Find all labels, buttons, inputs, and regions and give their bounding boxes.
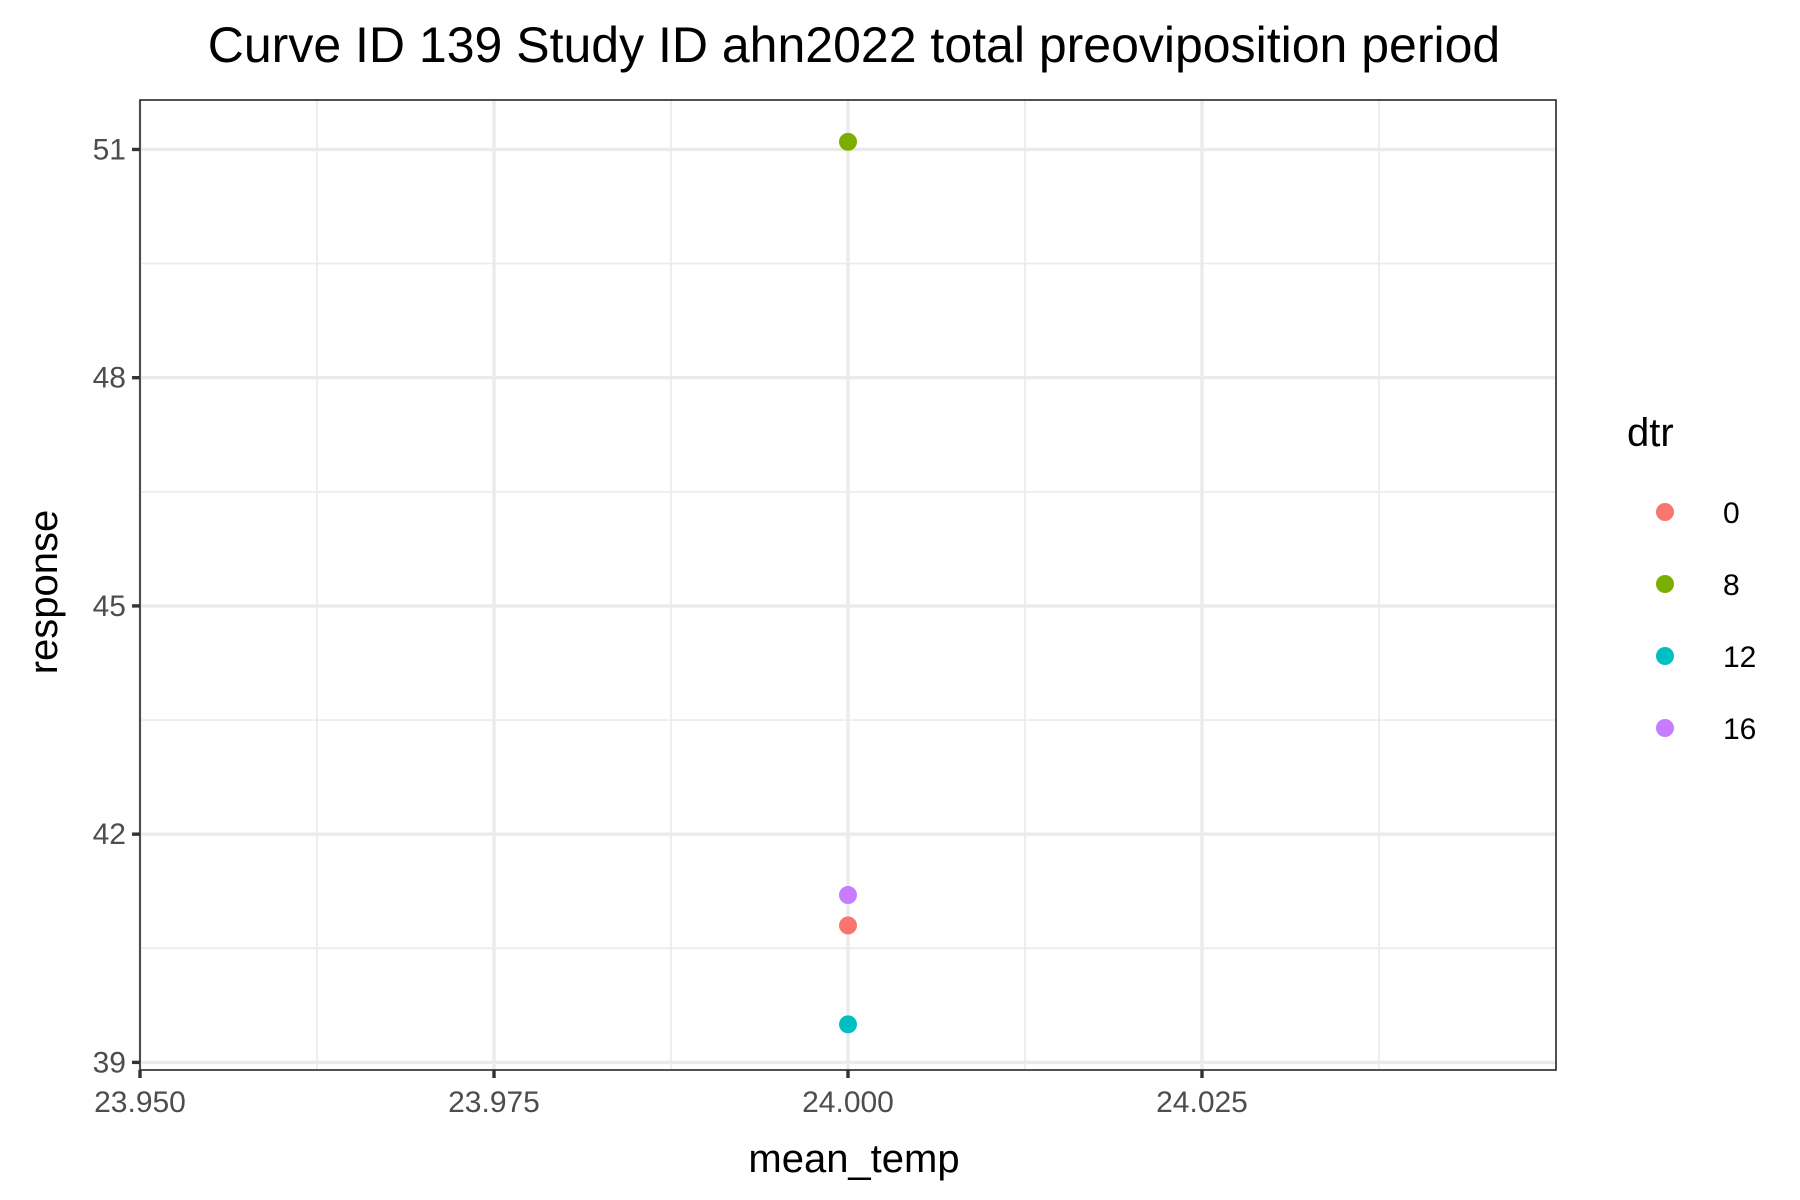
x-tick-label: 23.950: [94, 1086, 186, 1119]
data-point-dtr-16: [839, 886, 857, 905]
y-tick-label: 39: [93, 1046, 126, 1079]
x-tick-label: 24.025: [1156, 1086, 1248, 1119]
y-tick-label: 45: [93, 590, 126, 623]
legend-label-8: 8: [1723, 569, 1740, 602]
legend-items: 0 8 12 16: [1656, 497, 1756, 746]
legend-title: dtr: [1627, 411, 1674, 455]
legend-label-12: 12: [1723, 641, 1756, 674]
legend-key-0: [1656, 503, 1674, 521]
legend-key-8: [1656, 575, 1674, 593]
plot-panel: 39 42 45 48 51 23.950 23.975 24.000 24.025: [93, 99, 1557, 1119]
data-point-dtr-12: [839, 1015, 857, 1034]
chart-title: Curve ID 139 Study ID ahn2022 total preo…: [208, 17, 1500, 73]
data-point-dtr-0: [839, 916, 857, 935]
y-axis-title: response: [22, 510, 66, 675]
data-point-dtr-8: [839, 132, 857, 151]
x-tick-label: 23.975: [448, 1086, 540, 1119]
legend-label-0: 0: [1723, 497, 1740, 530]
x-axis-title: mean_temp: [748, 1137, 959, 1181]
y-tick-label: 42: [93, 818, 126, 851]
legend-label-16: 16: [1723, 713, 1756, 746]
legend: dtr 0 8 12 16: [1627, 411, 1756, 746]
legend-key-12: [1656, 647, 1674, 665]
y-tick-label: 48: [93, 362, 126, 395]
legend-key-16: [1656, 719, 1674, 737]
x-tick-label: 24.000: [802, 1086, 894, 1119]
y-tick-label: 51: [93, 133, 126, 166]
